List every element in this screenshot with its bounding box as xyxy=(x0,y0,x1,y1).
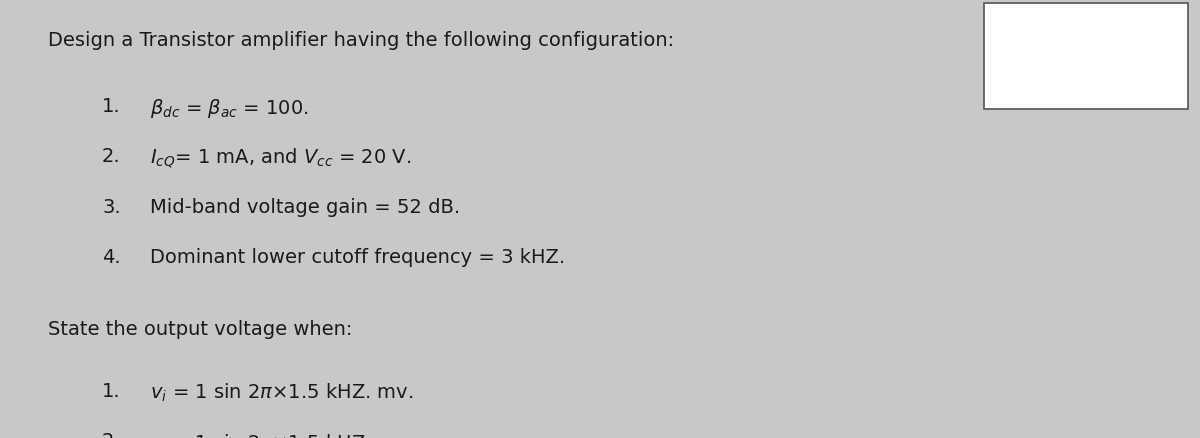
Text: 3.: 3. xyxy=(102,197,121,216)
Text: Dominant lower cutoff frequency = 3 kHZ.: Dominant lower cutoff frequency = 3 kHZ. xyxy=(150,247,565,266)
Text: $I_{cQ}$= 1 mA, and $V_{cc}$ = 20 V.: $I_{cQ}$= 1 mA, and $V_{cc}$ = 20 V. xyxy=(150,147,412,170)
Text: $v_i$ = 1 sin 2$\pi$$\times$1.5 kHZ. mv.: $v_i$ = 1 sin 2$\pi$$\times$1.5 kHZ. mv. xyxy=(150,381,414,403)
Text: $v_i$ = 1 sin 2$\pi$$\times$1.5 kHZ. v.: $v_i$ = 1 sin 2$\pi$$\times$1.5 kHZ. v. xyxy=(150,431,395,438)
Text: 1.: 1. xyxy=(102,381,121,400)
Text: 4.: 4. xyxy=(102,247,121,266)
Text: Mid-band voltage gain = 52 dB.: Mid-band voltage gain = 52 dB. xyxy=(150,197,460,216)
Text: 2.: 2. xyxy=(102,431,121,438)
Text: State the output voltage when:: State the output voltage when: xyxy=(48,320,353,339)
FancyBboxPatch shape xyxy=(984,4,1188,109)
Text: Design a Transistor amplifier having the following configuration:: Design a Transistor amplifier having the… xyxy=(48,31,674,49)
Text: 2.: 2. xyxy=(102,147,121,166)
Text: $\beta_{dc}$ = $\beta_{ac}$ = 100.: $\beta_{dc}$ = $\beta_{ac}$ = 100. xyxy=(150,96,308,119)
Text: 1.: 1. xyxy=(102,96,121,115)
